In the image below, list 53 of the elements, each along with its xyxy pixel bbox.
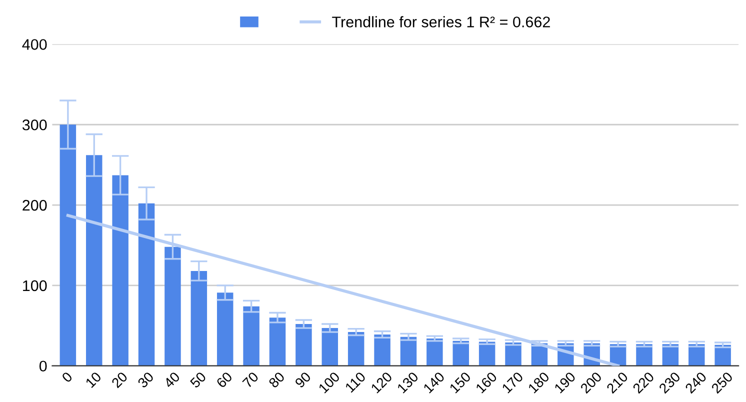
bar	[164, 246, 181, 366]
bar	[452, 340, 469, 366]
x-tick-label: 40	[163, 371, 180, 389]
bar	[505, 342, 522, 366]
bar	[400, 336, 417, 366]
bar	[269, 318, 286, 366]
x-tick-label: 30	[137, 371, 154, 388]
x-tick-label: 80	[268, 371, 286, 388]
x-tick-label: 100	[318, 371, 340, 394]
x-tick-label: 220	[632, 371, 655, 394]
x-tick-label: 190	[554, 371, 576, 394]
bar	[662, 344, 679, 366]
x-tick-label: 120	[370, 371, 393, 394]
x-tick-label: 170	[502, 371, 524, 394]
bar	[216, 292, 234, 366]
x-tick-label: 140	[422, 371, 446, 394]
bar	[296, 324, 312, 366]
x-tick-label: 150	[449, 371, 472, 394]
bar	[426, 338, 443, 366]
y-tick-label: 100	[23, 280, 47, 292]
x-tick-label: 90	[294, 371, 312, 388]
legend-label: Trendline for series 1 R² = 0.662	[332, 16, 550, 28]
bar	[243, 306, 260, 366]
bar	[478, 342, 496, 366]
bar	[138, 203, 155, 366]
x-tick-label: 210	[606, 371, 628, 394]
bar	[374, 334, 390, 366]
bar	[636, 344, 652, 366]
y-tick-label: 200	[22, 200, 47, 211]
bar	[322, 328, 338, 366]
x-tick-label: 230	[658, 371, 681, 394]
x-tick-label: 10	[85, 371, 102, 388]
x-tick-label: 250	[710, 371, 734, 394]
x-tick-label: 110	[344, 371, 366, 393]
x-tick-label: 160	[475, 371, 498, 394]
bar	[714, 344, 731, 366]
x-tick-label: 50	[190, 371, 207, 388]
x-tick-label: 20	[111, 371, 128, 388]
bar	[348, 332, 364, 366]
x-tick-label: 0	[61, 371, 73, 383]
y-tick-label: 400	[22, 39, 47, 50]
x-tick-label: 180	[528, 371, 550, 394]
y-tick-label: 0	[39, 360, 47, 372]
x-tick-label: 130	[396, 371, 419, 394]
x-tick-label: 60	[216, 371, 233, 388]
bar	[112, 175, 128, 366]
x-tick-label: 70	[242, 371, 260, 388]
bar	[60, 124, 76, 366]
bar	[86, 155, 102, 366]
x-tick-label: 240	[684, 371, 708, 394]
bar	[190, 270, 208, 366]
y-tick-label: 300	[22, 119, 47, 130]
x-tick-label: 200	[580, 371, 602, 394]
